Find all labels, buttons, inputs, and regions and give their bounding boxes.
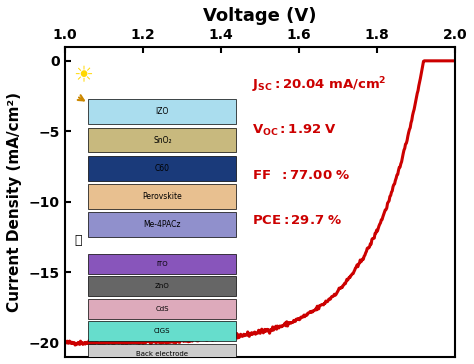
FancyBboxPatch shape (88, 299, 237, 318)
Text: Back electrode: Back electrode (137, 351, 188, 357)
Text: SnO₂: SnO₂ (153, 135, 172, 145)
Text: $\mathbf{J_{SC}}$$\mathbf{: 20.04\ mA/cm^2}$: $\mathbf{J_{SC}}$$\mathbf{: 20.04\ mA/cm… (252, 75, 387, 95)
FancyBboxPatch shape (88, 276, 237, 296)
Text: C60: C60 (155, 164, 170, 173)
Text: 🌈: 🌈 (74, 234, 82, 247)
Text: ☀: ☀ (73, 66, 93, 86)
FancyBboxPatch shape (88, 99, 237, 124)
FancyBboxPatch shape (88, 156, 237, 181)
Text: $\mathbf{V_{OC}}$$\mathbf{: 1.92\ V}$: $\mathbf{V_{OC}}$$\mathbf{: 1.92\ V}$ (252, 123, 337, 138)
Text: ITO: ITO (156, 261, 168, 266)
Text: CdS: CdS (155, 306, 169, 312)
FancyBboxPatch shape (88, 184, 237, 209)
FancyBboxPatch shape (88, 212, 237, 237)
X-axis label: Voltage (V): Voltage (V) (203, 7, 317, 25)
Text: Perovskite: Perovskite (143, 192, 182, 201)
Text: IZO: IZO (155, 107, 169, 116)
Y-axis label: Current Density (mA/cm²): Current Density (mA/cm²) (7, 92, 22, 312)
Text: CIGS: CIGS (154, 328, 171, 334)
FancyBboxPatch shape (88, 321, 237, 341)
Text: ZnO: ZnO (155, 283, 170, 289)
Text: Me-4PACz: Me-4PACz (144, 220, 181, 229)
FancyBboxPatch shape (88, 344, 237, 364)
FancyBboxPatch shape (88, 128, 237, 153)
Text: $\mathbf{FF\ \ : 77.00\ \%}$: $\mathbf{FF\ \ : 77.00\ \%}$ (252, 169, 350, 182)
Text: $\mathbf{PCE: 29.7\ \%}$: $\mathbf{PCE: 29.7\ \%}$ (252, 214, 342, 227)
FancyBboxPatch shape (88, 254, 237, 273)
